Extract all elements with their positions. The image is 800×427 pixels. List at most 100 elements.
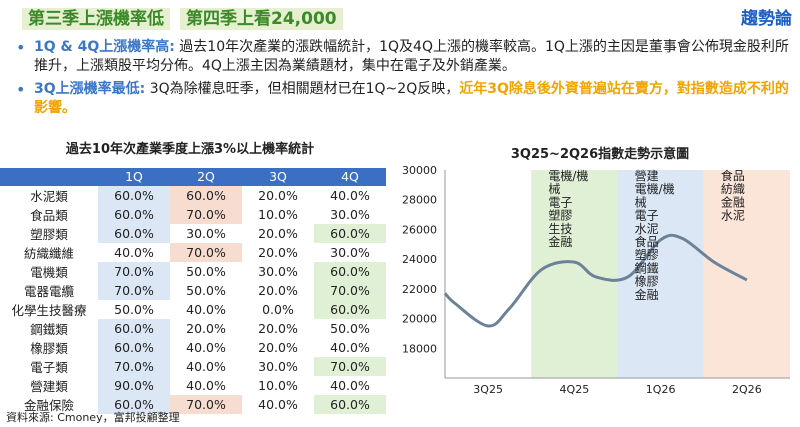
column-header: 1Q <box>98 168 170 186</box>
headline-1: 第三季上漲機率低 <box>22 8 170 30</box>
table-row: 紡織纖維 40.0% 70.0% 20.0% 30.0% <box>0 242 386 262</box>
sector-annotation: 械 <box>635 194 647 209</box>
x-tick-label: 3Q25 <box>473 383 503 396</box>
table-cell: 40.0% <box>186 358 226 374</box>
table-cell: 70.0% <box>170 204 242 224</box>
row-label: 電機類 <box>30 264 68 280</box>
y-tick-label: 24000 <box>402 253 437 266</box>
probability-table: 1Q 2Q 3Q 4Q 水泥類 60.0% 60.0% 20.0% 40.0% 食品類 60… <box>0 168 386 414</box>
headline-2: 第四季上看24,000 <box>180 8 343 30</box>
table-cell: 60.0% <box>98 318 170 338</box>
table-cell: 0.0% <box>262 301 294 317</box>
table-cell: 10.0% <box>258 377 298 393</box>
table-cell: 20.0% <box>258 320 298 336</box>
bullet-head: 1Q & 4Q上漲機率高: <box>34 39 175 55</box>
table-row: 電子類 70.0% 40.0% 30.0% 70.0% <box>0 356 386 376</box>
table-cell: 70.0% <box>314 356 386 376</box>
table-cell: 40.0% <box>330 187 370 203</box>
bullet-item: • 1Q & 4Q上漲機率高: 過去10年次產業的漲跌幅統計，1Q及4Q上漲的機… <box>16 38 792 76</box>
table-cell: 70.0% <box>170 242 242 262</box>
sector-annotation: 金融 <box>721 194 745 209</box>
table-cell: 20.0% <box>258 339 298 355</box>
table-cell: 30.0% <box>258 263 298 279</box>
table-cell: 20.0% <box>258 225 298 241</box>
sector-annotation: 塑膠 <box>548 208 572 223</box>
table-cell: 60.0% <box>98 223 170 243</box>
bullet-list: • 1Q & 4Q上漲機率高: 過去10年次產業的漲跌幅統計，1Q及4Q上漲的機… <box>16 38 792 122</box>
table-cell: 60.0% <box>170 185 242 205</box>
row-label: 電器電纜 <box>23 283 74 299</box>
x-tick-label: 4Q25 <box>560 383 590 396</box>
table-cell: 40.0% <box>186 377 226 393</box>
row-label: 食品類 <box>30 207 68 223</box>
index-trend-chart: 18000 20000 22000 24000 26000 28000 30000 3Q25 4… <box>402 164 790 396</box>
sector-annotation: 水泥 <box>721 209 745 223</box>
bullet-text: 3Q上漲機率最低: 3Q為除權息旺季，但相關題材已在1Q~2Q反映，近年3Q除息… <box>34 80 792 118</box>
table-cell: 40.0% <box>186 339 226 355</box>
sector-annotation: 金融 <box>635 287 659 302</box>
chart-title: 3Q25~2Q26指數走勢示意圖 <box>510 147 690 162</box>
bullet-body: 3Q為除權息旺季，但相關題材已在1Q~2Q反映， <box>145 81 460 97</box>
source-note: 資料來源: Cmoney，富邦投顧整理 <box>6 411 180 424</box>
table-row: 營建類 90.0% 40.0% 10.0% 40.0% <box>0 375 386 395</box>
row-label: 橡膠類 <box>30 340 68 356</box>
table-cell: 20.0% <box>258 187 298 203</box>
sector-annotation: 生技 <box>548 222 572 236</box>
bullet-dot-icon: • <box>16 80 26 99</box>
bullet-dot-icon: • <box>16 38 26 57</box>
table-row: 電機類 70.0% 50.0% 30.0% 60.0% <box>0 261 386 281</box>
table-cell: 50.0% <box>186 282 226 298</box>
table-row: 塑膠類 60.0% 30.0% 20.0% 60.0% <box>0 223 386 243</box>
table-cell: 70.0% <box>170 394 242 414</box>
table-cell: 60.0% <box>98 204 170 224</box>
sector-annotation: 營建 <box>635 169 659 183</box>
table-row: 橡膠類 60.0% 40.0% 20.0% 40.0% <box>0 337 386 357</box>
quarter-band <box>445 170 532 378</box>
table-cell: 30.0% <box>330 244 370 260</box>
bullet-highlight: 近年3Q除息後外資普遍站在賣方，對指數造成不利的影響。 <box>34 81 789 116</box>
sector-annotation: 水泥 <box>635 222 659 236</box>
bullet-head: 3Q上漲機率最低: <box>34 81 146 97</box>
sector-annotation: 電子 <box>635 209 659 223</box>
table-row: 食品類 60.0% 70.0% 10.0% 30.0% <box>0 204 386 224</box>
table-row: 金融保險 60.0% 70.0% 40.0% 60.0% <box>0 394 386 414</box>
table-cell: 40.0% <box>258 396 298 412</box>
bullet-item: • 3Q上漲機率最低: 3Q為除權息旺季，但相關題材已在1Q~2Q反映，近年3Q… <box>16 80 792 118</box>
x-tick-label: 2Q26 <box>732 383 762 396</box>
quarter-band <box>703 170 790 378</box>
table-cell: 60.0% <box>98 185 170 205</box>
column-header: 4Q <box>314 168 386 186</box>
sector-annotation: 械 <box>548 181 560 196</box>
column-header: 2Q <box>170 168 242 186</box>
table-header-row: 1Q 2Q 3Q 4Q <box>0 168 386 186</box>
table-row: 鋼鐵類 60.0% 20.0% 20.0% 50.0% <box>0 318 386 338</box>
brand-logo: 趨勢論 <box>741 9 792 29</box>
table-cell: 90.0% <box>98 375 170 395</box>
bullet-text: 1Q & 4Q上漲機率高: 過去10年次產業的漲跌幅統計，1Q及4Q上漲的機率較… <box>34 38 792 76</box>
row-label: 化學生技醫療 <box>11 302 87 318</box>
sector-annotation: 電機/機 <box>548 168 588 183</box>
table-cell: 20.0% <box>186 320 226 336</box>
sector-annotation: 橡膠 <box>635 275 659 289</box>
x-tick-label: 1Q26 <box>646 383 676 396</box>
table-cell: 70.0% <box>98 261 170 281</box>
table-corner <box>0 168 98 186</box>
title-row: 第三季上漲機率低 第四季上看24,000 <box>22 8 343 30</box>
row-label: 金融保險 <box>23 397 74 413</box>
sector-annotation: 食品 <box>721 168 745 183</box>
table-cell: 30.0% <box>258 358 298 374</box>
table-cell: 20.0% <box>258 244 298 260</box>
table-row: 電器電纜 70.0% 50.0% 20.0% 70.0% <box>0 280 386 300</box>
table-cell: 50.0% <box>330 320 370 336</box>
sector-annotation: 塑膠 <box>635 247 659 262</box>
y-tick-label: 26000 <box>402 223 437 236</box>
quarter-band <box>531 170 618 378</box>
table-title: 過去10年次產業季度上漲3%以上機率統計 <box>65 142 315 157</box>
table-cell: 70.0% <box>98 280 170 300</box>
sector-annotation: 鋼鐵 <box>635 260 659 275</box>
table-cell: 70.0% <box>98 356 170 376</box>
index-trend-line <box>443 233 748 328</box>
row-label: 水泥類 <box>30 188 68 204</box>
table-cell: 60.0% <box>314 299 386 319</box>
table-cell: 10.0% <box>258 206 298 222</box>
